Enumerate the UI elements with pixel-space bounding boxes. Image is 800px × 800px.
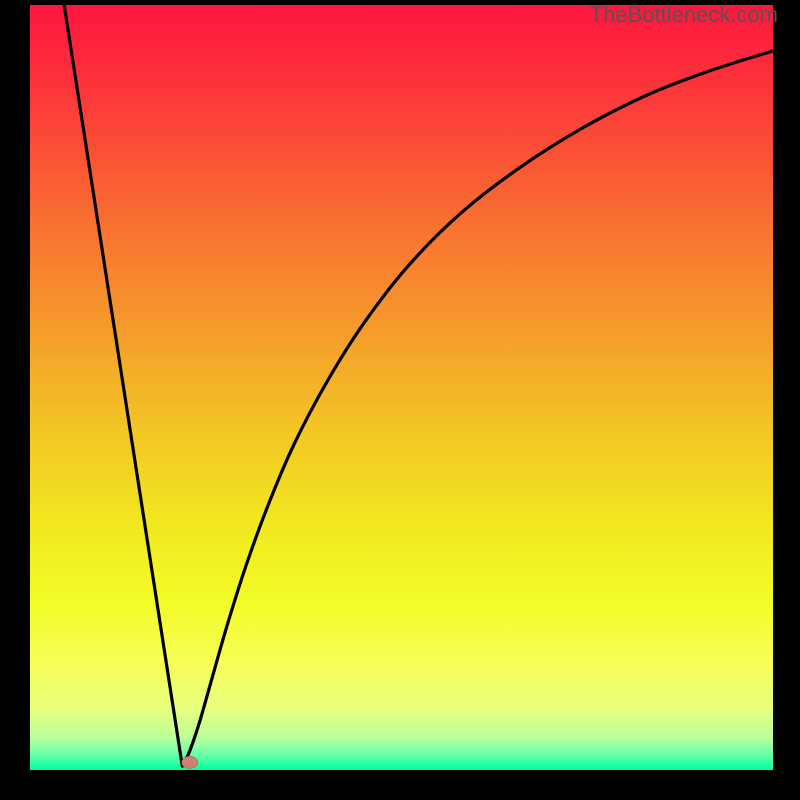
plot-frame: [30, 5, 773, 770]
gradient-background: [30, 5, 773, 770]
optimal-point-marker: [182, 756, 198, 768]
chart-stage: TheBottleneck.com: [0, 0, 800, 800]
plot-svg: [30, 5, 773, 770]
